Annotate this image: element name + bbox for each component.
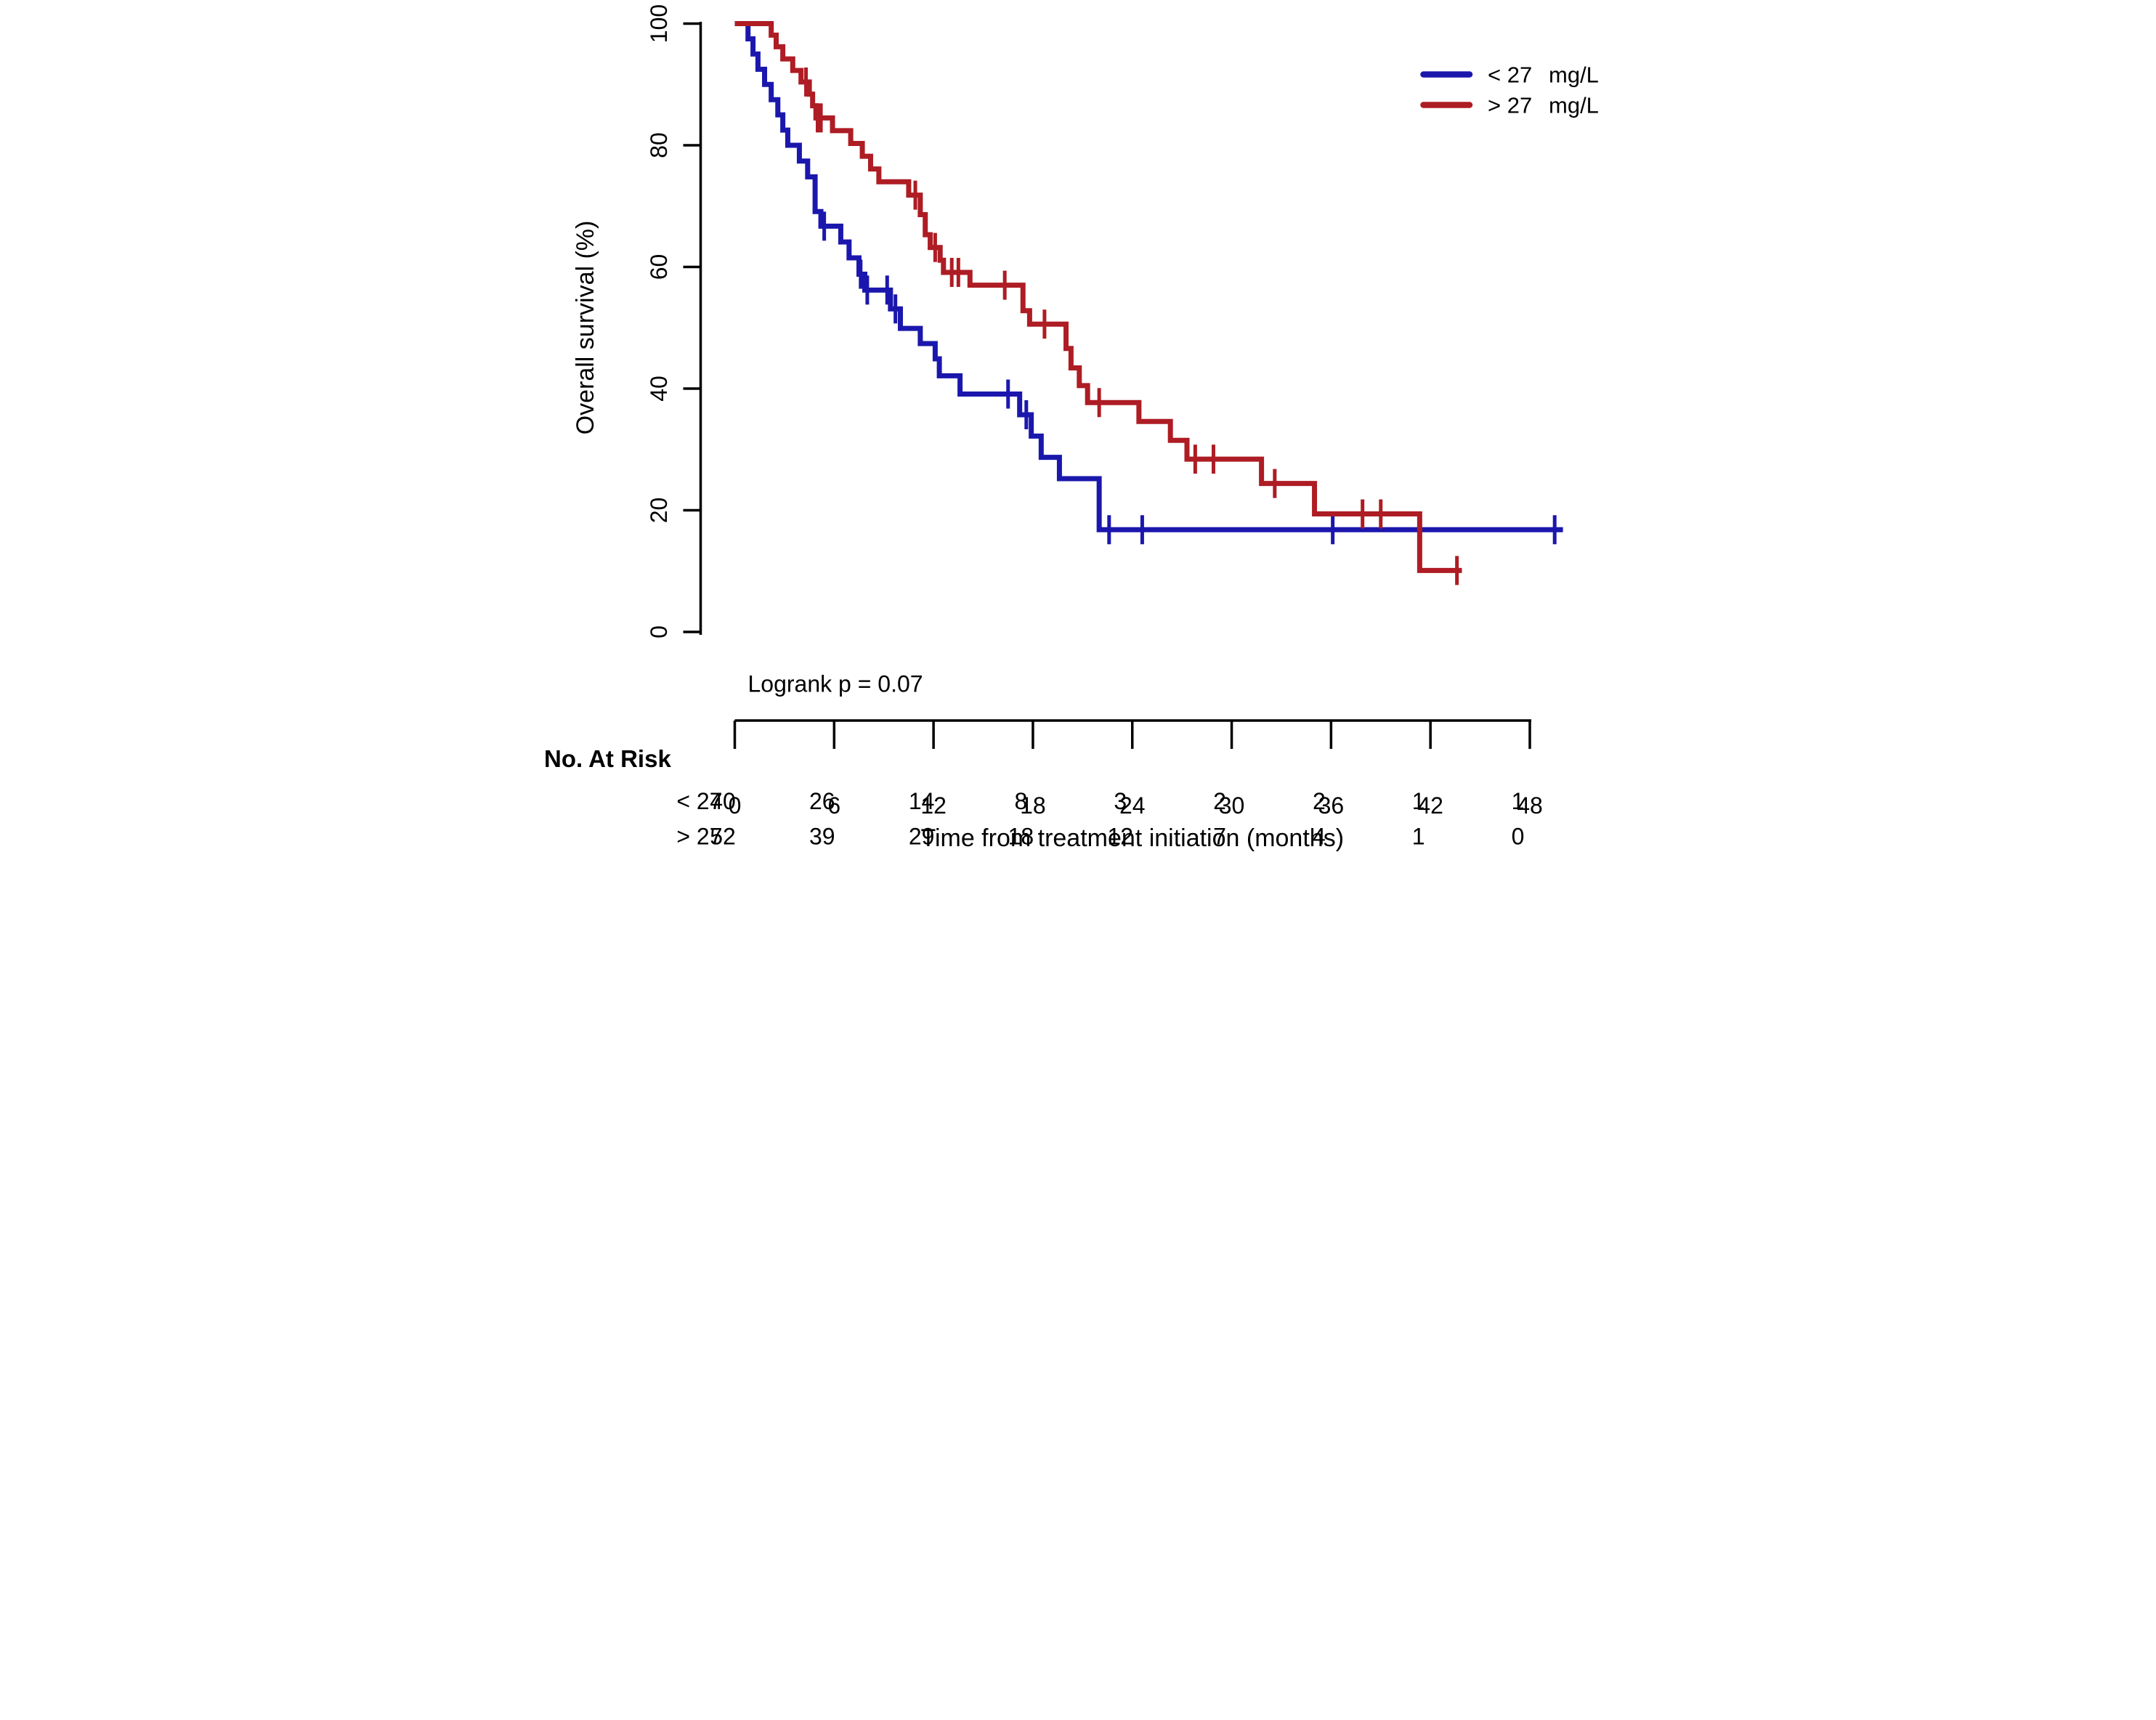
risk-count: 12	[1107, 824, 1133, 850]
risk-count: 29	[909, 824, 935, 850]
risk-count: 7	[1213, 824, 1226, 850]
risk-table-header: No. At Risk	[544, 745, 671, 772]
x-tick-label: 36	[1318, 792, 1345, 819]
y-tick-label: 60	[646, 254, 672, 280]
axis-labels: Overall survival (%) Time from treatment …	[572, 221, 1344, 852]
risk-count: 4	[1313, 824, 1326, 850]
y-tick-label: 80	[646, 132, 672, 158]
risk-count: 2	[1213, 788, 1226, 814]
legend-label-lt27: < 27	[1488, 62, 1532, 88]
risk-count: 39	[809, 824, 835, 850]
risk-count: 8	[1015, 788, 1028, 814]
y-tick-label: 100	[646, 4, 672, 43]
legend-item-gt27: > 27 mg/L	[1420, 93, 1599, 118]
y-axis-title: Overall survival (%)	[572, 221, 599, 435]
x-tick-label: 30	[1219, 792, 1245, 819]
x-tick-label: 6	[827, 792, 840, 819]
risk-count: 18	[1008, 824, 1034, 850]
logrank-annotation: Logrank p = 0.07	[748, 671, 923, 697]
legend: < 27 mg/L > 27 mg/L	[1420, 62, 1599, 118]
km-figure: 0 20 40 60 80 100 0 6 12 18 24 30 36 42 48 Overall sur…	[539, 0, 1617, 860]
km-curve-lt27	[734, 21, 1563, 532]
x-axis-title: Time from treatment initiation (months)	[920, 824, 1344, 852]
x-tick-label: 42	[1417, 792, 1443, 819]
risk-count: 2	[1313, 788, 1326, 814]
km-curve-gt27	[734, 21, 1462, 573]
risk-count: 52	[710, 824, 736, 850]
survival-curves	[734, 21, 1563, 585]
legend-item-lt27: < 27 mg/L	[1420, 62, 1599, 88]
risk-row-label: < 27	[676, 788, 722, 814]
risk-count: 1	[1512, 788, 1525, 814]
censor-marks-gt27	[804, 67, 1459, 585]
x-tick-label: 0	[729, 792, 742, 819]
risk-count: 1	[1412, 788, 1425, 814]
legend-unit-gt27: mg/L	[1549, 93, 1599, 118]
x-tick-label: 48	[1517, 792, 1543, 819]
risk-count: 0	[1512, 824, 1525, 850]
risk-count: 40	[710, 788, 736, 814]
legend-label-gt27: > 27	[1488, 93, 1532, 118]
censor-marks-lt27	[822, 211, 1557, 545]
legend-unit-lt27: mg/L	[1549, 62, 1599, 88]
y-tick-label: 40	[646, 376, 672, 402]
y-tick-label: 20	[646, 498, 672, 524]
x-tick-label: 18	[1020, 792, 1046, 819]
x-tick-label: 24	[1119, 792, 1146, 819]
y-tick-label: 0	[646, 625, 672, 638]
risk-count: 26	[809, 788, 835, 814]
risk-count: 3	[1114, 788, 1127, 814]
risk-count: 14	[909, 788, 935, 814]
x-tick-label: 12	[920, 792, 947, 819]
risk-count: 1	[1412, 824, 1425, 850]
risk-row-label: > 27	[676, 824, 722, 850]
